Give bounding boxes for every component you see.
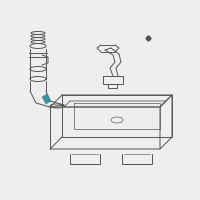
Polygon shape xyxy=(42,94,51,104)
